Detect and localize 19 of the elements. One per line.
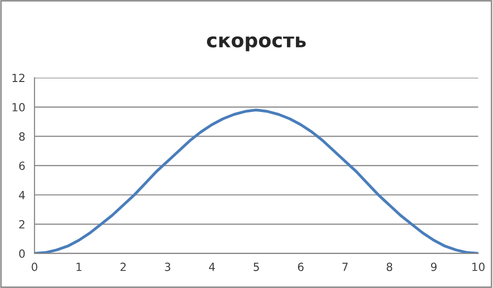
y-tick-label: 10 <box>12 103 25 112</box>
x-tick-label: 3 <box>164 262 170 272</box>
y-tick-label: 2 <box>19 220 24 228</box>
x-tick-label: 1 <box>76 262 82 271</box>
chart-title: скорость <box>206 36 306 52</box>
x-tick-label: 10 <box>472 262 485 272</box>
x-tick-label: 7 <box>342 262 348 271</box>
x-tick-label: 4 <box>209 262 215 271</box>
y-tick-label: 6 <box>19 162 25 170</box>
x-tick-label: 6 <box>298 262 304 272</box>
y-tick-label: 0 <box>19 249 25 258</box>
x-tick-label: 2 <box>120 262 126 271</box>
y-tick-label: 12 <box>12 74 24 82</box>
x-tick-label: 5 <box>254 262 259 272</box>
x-tick-label: 8 <box>386 262 392 272</box>
y-tick-label: 4 <box>18 191 25 200</box>
y-tick-label: 8 <box>19 132 25 141</box>
x-tick-label: 0 <box>32 262 38 272</box>
x-tick-label: 9 <box>431 262 437 272</box>
